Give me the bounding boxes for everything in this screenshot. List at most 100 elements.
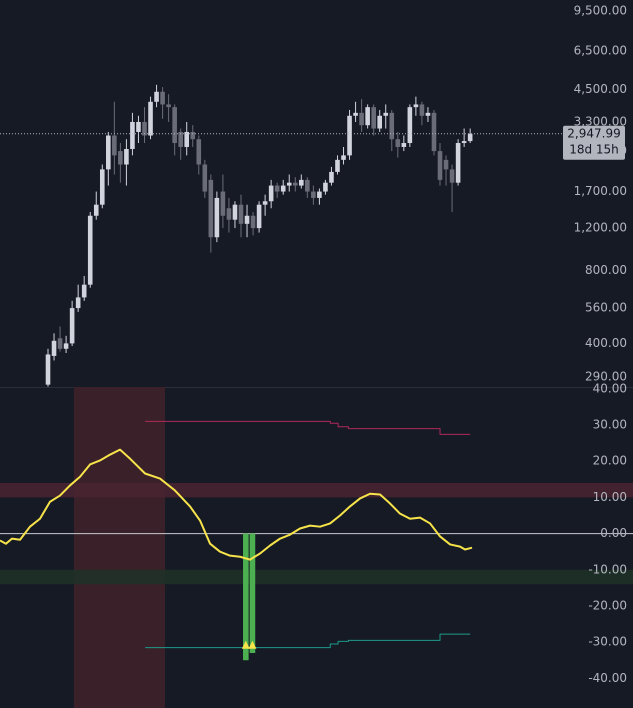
y-tick-label: -40.00 [588, 671, 627, 685]
candle-body [353, 112, 358, 116]
candle-body [148, 101, 153, 136]
candle-body [214, 197, 220, 238]
y-tick-label: 290.00 [585, 370, 627, 384]
candle-body [250, 215, 256, 229]
series-line [0, 448, 473, 561]
candle-body [413, 104, 419, 108]
candle-body [51, 340, 57, 356]
candle-body [238, 204, 244, 224]
candle-body [63, 343, 69, 349]
candle-body [226, 208, 232, 220]
candle-body [69, 308, 75, 344]
candle-body [244, 215, 250, 224]
y-tick-label: -30.00 [588, 635, 627, 649]
candle-body [467, 133, 473, 142]
y-tick-label: -20.00 [588, 598, 627, 612]
candle-body [130, 121, 135, 150]
candle-body [208, 179, 214, 238]
candle-body [323, 182, 328, 192]
candle-body [262, 201, 268, 205]
series-line [145, 420, 471, 435]
candle-body [172, 107, 177, 144]
y-tick-label: 30.00 [593, 417, 627, 431]
candle-body [57, 338, 63, 349]
candle-body [178, 131, 183, 147]
candle-body [365, 107, 370, 126]
candle-body [160, 91, 165, 105]
candle-body [118, 151, 123, 165]
last-price-box [563, 125, 625, 160]
candle-body [106, 135, 111, 170]
candle-body [437, 151, 443, 180]
signal-marker [241, 640, 250, 649]
candle-body [202, 164, 208, 192]
candle-body [377, 115, 383, 129]
candle-body [299, 179, 304, 186]
x-zone [73, 387, 166, 708]
y-tick-label: 4,500.00 [574, 82, 627, 96]
y-tick-label: 40.00 [593, 381, 627, 395]
candle-body [256, 204, 262, 229]
y-tick-label: 1,200.00 [574, 221, 627, 235]
y-tick-label: 1,700.00 [574, 184, 627, 198]
candle-body [184, 131, 190, 147]
candle-body [335, 159, 340, 172]
y-tick-label: 3,300.00 [574, 114, 627, 128]
candle-body [45, 354, 51, 385]
candle-body [220, 191, 226, 216]
y-tick-label: 560.00 [585, 301, 627, 315]
candle-body [112, 135, 117, 156]
candle-body [87, 215, 93, 285]
candle-body [329, 171, 334, 183]
candle-body [142, 121, 147, 136]
candle-body [341, 155, 346, 160]
candle-body [268, 185, 274, 202]
candle-body [425, 112, 431, 116]
y-tick-label: 400.00 [585, 336, 627, 350]
candle-body [347, 115, 352, 156]
candle-body [190, 131, 196, 140]
candle-body [419, 104, 425, 116]
y-tick-label: 10.00 [593, 490, 627, 504]
candle-body [196, 139, 202, 165]
countdown-label: 18d 15h [569, 142, 619, 156]
band [0, 569, 633, 585]
candle-body [93, 204, 99, 216]
y-tick-label: 20.00 [593, 454, 627, 468]
signal-marker [248, 640, 257, 649]
candle-body [81, 284, 87, 298]
y-tick-label: -10.00 [588, 562, 627, 576]
candle-body [383, 112, 389, 116]
candle-body [371, 107, 376, 129]
candle-body [449, 169, 455, 183]
candle-body [286, 182, 292, 186]
candle-body [311, 191, 316, 198]
candle-body [75, 297, 81, 309]
candle-body [317, 191, 322, 198]
candle-body [389, 112, 395, 140]
candle-body [280, 185, 286, 192]
candle-body [359, 112, 364, 126]
y-tick-label: 800.00 [585, 263, 627, 277]
candle-body [461, 141, 467, 144]
candle-body [401, 143, 407, 147]
candle-body [124, 149, 129, 165]
candle-body [305, 179, 310, 192]
signal-bar [243, 533, 249, 661]
candle-body [99, 169, 105, 205]
candle-body [455, 143, 461, 183]
candle-body [274, 185, 280, 192]
signal-bar [249, 533, 256, 653]
last-price-label: 2,947.99 [567, 126, 620, 140]
candle-body [407, 107, 413, 144]
y-tick-label: 6,500.00 [574, 43, 627, 57]
candle-body [395, 139, 401, 147]
y-tick-label: 0.00 [600, 526, 627, 540]
candle-body [166, 104, 171, 108]
band [0, 482, 633, 498]
candle-body [443, 159, 449, 170]
candle-body [136, 121, 141, 132]
y-tick-label: 9,500.00 [574, 4, 627, 18]
